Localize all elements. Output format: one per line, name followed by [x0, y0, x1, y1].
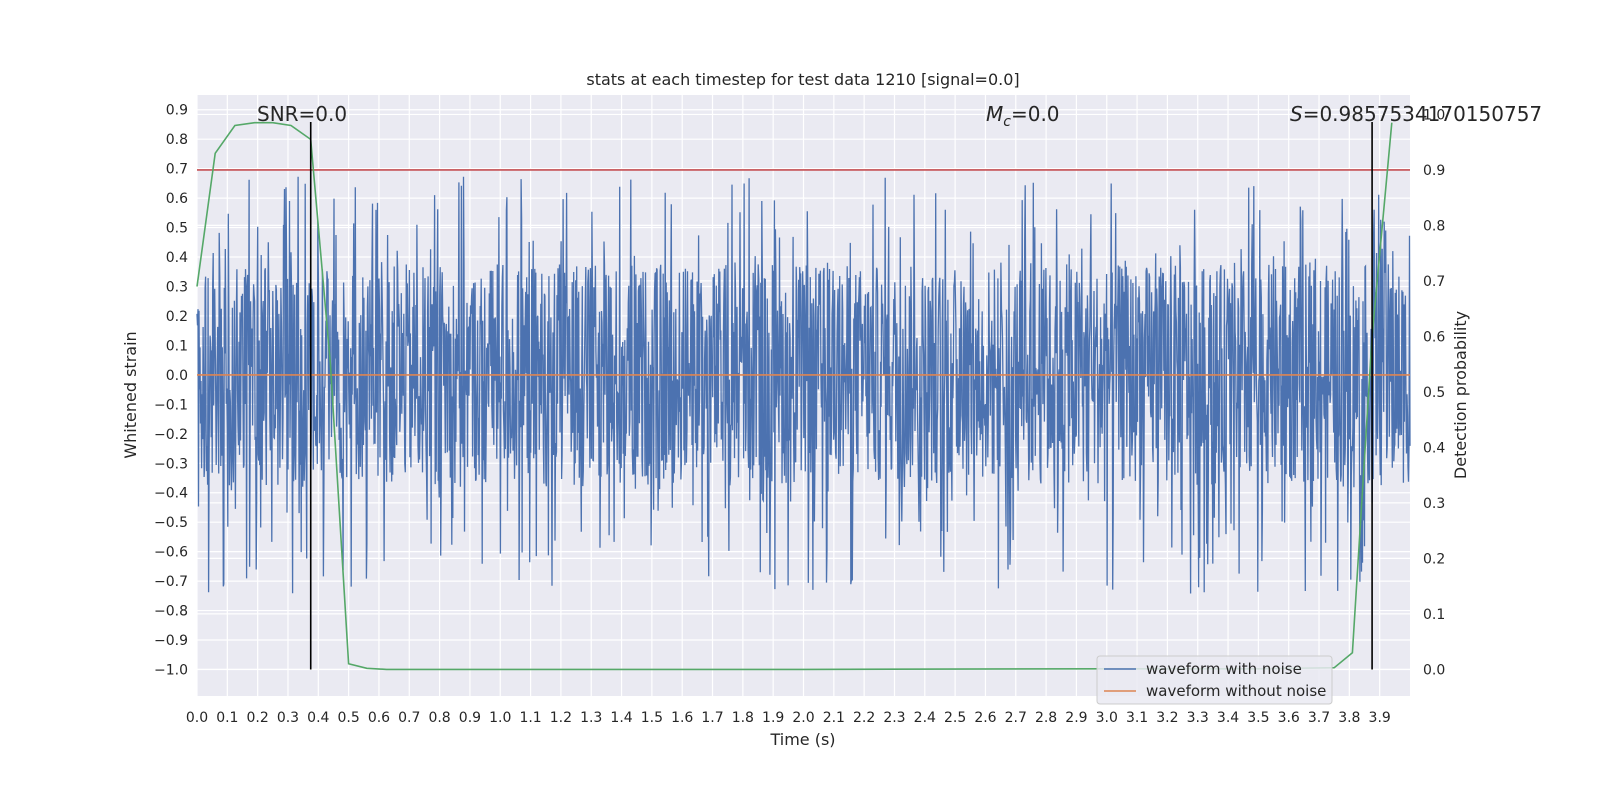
- y2-tick-label: 1.0: [1423, 107, 1445, 123]
- x-tick-label: 0.6: [368, 710, 390, 726]
- y2-tick-label: 0.9: [1423, 163, 1445, 179]
- x-tick-label: 0.2: [247, 710, 269, 726]
- y-tick-label: 0.1: [166, 338, 188, 354]
- x-tick-label: 0.0: [186, 710, 208, 726]
- series-lines: [196, 121, 1410, 671]
- x-tick-label: 3.7: [1308, 710, 1330, 726]
- x-tick-label: 3.1: [1126, 710, 1148, 726]
- x-tick-label: 0.4: [307, 710, 329, 726]
- x-tick-label: 1.6: [671, 710, 693, 726]
- x-tick-label: 3.8: [1338, 710, 1360, 726]
- x-tick-label: 0.7: [398, 710, 420, 726]
- y-tick-label: 0.0: [166, 368, 188, 384]
- y-tick-labels: 0.9 0.8 0.7 0.6 0.5 0.4 0.3 0.2 0.1 0.0 −0.1 −0.2 −0…: [154, 103, 188, 679]
- y2-tick-label: 0.5: [1423, 385, 1445, 401]
- x-tick-label: 1.2: [550, 710, 572, 726]
- chirp-mass-symbol: M: [986, 102, 1003, 126]
- y-tick-label: 0.7: [166, 162, 188, 178]
- score-annotation: S=0.9857534170150757: [1290, 102, 1542, 126]
- y-tick-label: 0.8: [166, 132, 188, 148]
- x-tick-label: 3.3: [1187, 710, 1209, 726]
- y-axis-label: Whitened strain: [121, 331, 140, 458]
- x-tick-label: 3.5: [1247, 710, 1269, 726]
- x-tick-label: 0.5: [337, 710, 359, 726]
- x-tick-label: 3.9: [1369, 710, 1391, 726]
- x-tick-label: 1.7: [701, 710, 723, 726]
- y-tick-label: −0.3: [154, 456, 188, 472]
- y2-tick-label: 0.2: [1423, 551, 1445, 567]
- y2-tick-label: 0.4: [1423, 440, 1445, 456]
- x-tick-label: 1.5: [641, 710, 663, 726]
- x-tick-label: 0.3: [277, 710, 299, 726]
- x-tick-label: 3.4: [1217, 710, 1239, 726]
- noise-waveform-line: [196, 176, 1411, 594]
- y2-tick-label: 0.8: [1423, 218, 1445, 234]
- y-tick-label: 0.6: [166, 191, 188, 207]
- y2-axis-label: Detection probability: [1451, 311, 1470, 479]
- y2-tick-label: 0.3: [1423, 496, 1445, 512]
- chirp-mass-annotation: Mc=0.0: [986, 102, 1060, 130]
- x-tick-label: 1.4: [610, 710, 632, 726]
- y2-tick-label: 0.7: [1423, 274, 1445, 290]
- x-tick-label: 2.5: [944, 710, 966, 726]
- legend: waveform with noise waveform without noi…: [1096, 655, 1333, 705]
- x-tick-label: 0.1: [216, 710, 238, 726]
- y-tick-label: −0.5: [154, 515, 188, 531]
- x-tick-label: 2.8: [1035, 710, 1057, 726]
- x-tick-label: 1.1: [519, 710, 541, 726]
- y2-tick-label: 0.6: [1423, 329, 1445, 345]
- snr-annotation: SNR=0.0: [257, 102, 347, 126]
- y-tick-label: −0.4: [154, 486, 188, 502]
- x-tick-labels: 0.0 0.1 0.2 0.3 0.4 0.5 0.6 0.7 0.8 0.9 1.0 1.1 1.2 1…: [186, 710, 1391, 726]
- y-tick-label: −1.0: [154, 662, 188, 678]
- y-tick-label: −0.9: [154, 633, 188, 649]
- legend-label-clean: waveform without noise: [1146, 682, 1326, 700]
- x-tick-label: 2.0: [792, 710, 814, 726]
- legend-label-noise: waveform with noise: [1146, 660, 1302, 678]
- x-tick-label: 1.0: [489, 710, 511, 726]
- detection-probability-line: [196, 121, 1393, 671]
- x-tick-label: 3.0: [1096, 710, 1118, 726]
- x-tick-label: 2.6: [974, 710, 996, 726]
- x-tick-label: 1.3: [580, 710, 602, 726]
- x-tick-label: 2.2: [853, 710, 875, 726]
- y-tick-label: 0.3: [166, 279, 188, 295]
- y2-tick-label: 0.1: [1423, 607, 1445, 623]
- x-tick-label: 3.6: [1278, 710, 1300, 726]
- y-tick-label: −0.1: [154, 397, 188, 413]
- chirp-mass-value: =0.0: [1011, 102, 1060, 126]
- x-tick-label: 0.9: [459, 710, 481, 726]
- x-tick-label: 2.3: [883, 710, 905, 726]
- x-tick-label: 2.9: [1065, 710, 1087, 726]
- x-tick-label: 2.4: [914, 710, 936, 726]
- chirp-mass-subscript: c: [1003, 114, 1011, 130]
- x-tick-label: 1.9: [762, 710, 784, 726]
- y-tick-label: 0.4: [166, 250, 188, 266]
- x-axis-label: Time (s): [769, 730, 835, 749]
- y-tick-label: 0.5: [166, 221, 188, 237]
- y-tick-label: 0.2: [166, 309, 188, 325]
- y2-tick-labels: 1.0 0.9 0.8 0.7 0.6 0.5 0.4 0.3 0.2 0.1 0.0: [1423, 107, 1445, 678]
- y-tick-label: −0.2: [154, 427, 188, 443]
- x-tick-label: 3.2: [1156, 710, 1178, 726]
- y-tick-label: 0.9: [166, 103, 188, 119]
- y-tick-label: −0.7: [154, 574, 188, 590]
- x-tick-label: 2.1: [823, 710, 845, 726]
- score-symbol: S: [1290, 102, 1303, 126]
- x-tick-label: 1.8: [732, 710, 754, 726]
- y-tick-label: −0.8: [154, 604, 188, 620]
- y2-tick-label: 0.0: [1423, 662, 1445, 678]
- series-waveform-with-noise: [196, 176, 1411, 594]
- x-tick-label: 2.7: [1005, 710, 1027, 726]
- y-tick-label: −0.6: [154, 545, 188, 561]
- x-tick-label: 0.8: [428, 710, 450, 726]
- chart-title: stats at each timestep for test data 121…: [586, 70, 1019, 89]
- score-value: =0.9857534170150757: [1303, 102, 1542, 126]
- legend-box: [1096, 655, 1333, 705]
